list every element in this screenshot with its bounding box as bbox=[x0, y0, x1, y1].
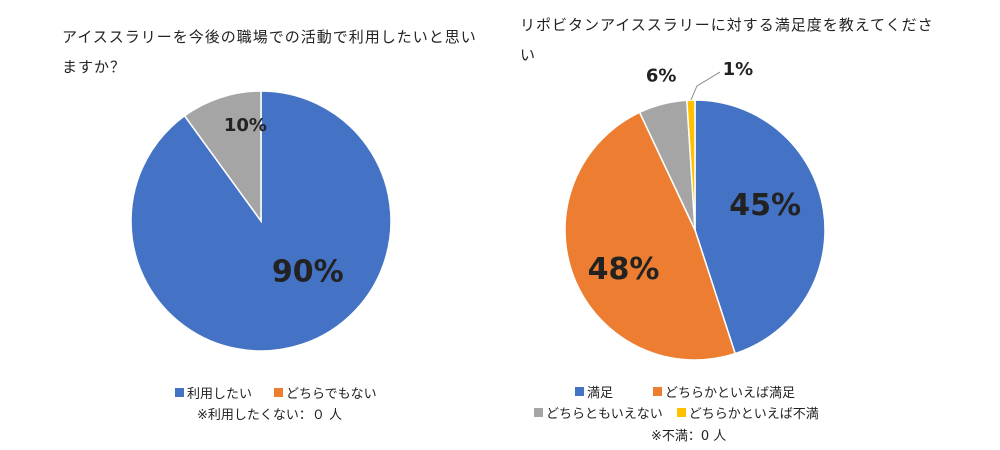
legend-swatch bbox=[653, 387, 663, 396]
legend-label: どちらかといえば不満 bbox=[688, 407, 819, 422]
leader-line bbox=[690, 71, 721, 101]
legend-swatch bbox=[534, 408, 543, 417]
chart-panel-usage-intent: アイススラリーを今後の職場での活動で利用したいと思いますか？ 90% 10% 利用… bbox=[62, 28, 477, 423]
chart-title: アイススラリーを今後の職場での活動で利用したいと思いますか？ bbox=[62, 28, 477, 76]
legend-row-1: 満足 どちらかといえば満足 bbox=[575, 382, 817, 401]
data-label-1: 10% bbox=[224, 115, 267, 136]
legend-swatch bbox=[575, 387, 584, 396]
data-label-1: 48% bbox=[588, 252, 660, 287]
chart-panel-satisfaction: リポビタンアイススラリーに対する満足度を教えてください 45% 48% 6% 1% 満… bbox=[500, 0, 1000, 450]
data-label-0: 90% bbox=[272, 255, 344, 290]
data-label-2: 6% bbox=[646, 66, 677, 87]
pie-slice-3 bbox=[686, 99, 696, 231]
legend-swatch bbox=[274, 388, 284, 397]
legend-label: 利用したい bbox=[187, 387, 253, 402]
legend-row-2: どちらともいえない どちらかといえば不満 bbox=[534, 403, 841, 422]
chart-note: ※利用したくない：０ 人 bbox=[197, 408, 343, 423]
legend-item-somewhat-dissatisfied: どちらかといえば不満 bbox=[676, 403, 819, 422]
legend-label: どちらともいえない bbox=[546, 407, 663, 422]
pie-slice-1 bbox=[183, 90, 262, 224]
pie-chart-usage-intent: 90% 10% bbox=[130, 90, 392, 352]
legend-item-neutral: どちらでもない bbox=[274, 383, 377, 402]
legend-label: どちらでもない bbox=[286, 387, 377, 402]
data-label-3: 1% bbox=[723, 59, 754, 80]
legend-label: 満足 bbox=[587, 386, 614, 401]
pie-slice-0 bbox=[694, 99, 826, 355]
legend-item-neither: どちらともいえない bbox=[534, 403, 663, 422]
chart-title: リポビタンアイススラリーに対する満足度を教えてください bbox=[520, 16, 934, 64]
legend-swatch bbox=[175, 388, 184, 397]
data-label-0: 45% bbox=[729, 188, 801, 223]
legend-label: どちらかといえば満足 bbox=[665, 386, 796, 401]
legend-item-somewhat-satisfied: どちらかといえば満足 bbox=[653, 382, 795, 401]
pie-chart-satisfaction: 45% 48% 6% 1% bbox=[564, 59, 826, 361]
legend: 利用したい どちらでもない bbox=[175, 383, 399, 402]
legend-item-use: 利用したい bbox=[175, 383, 252, 402]
chart-note: ※不満：0 人 bbox=[651, 429, 727, 444]
legend-swatch bbox=[676, 408, 686, 417]
pie-slice-1 bbox=[564, 111, 737, 361]
legend-item-satisfied: 満足 bbox=[575, 382, 613, 401]
